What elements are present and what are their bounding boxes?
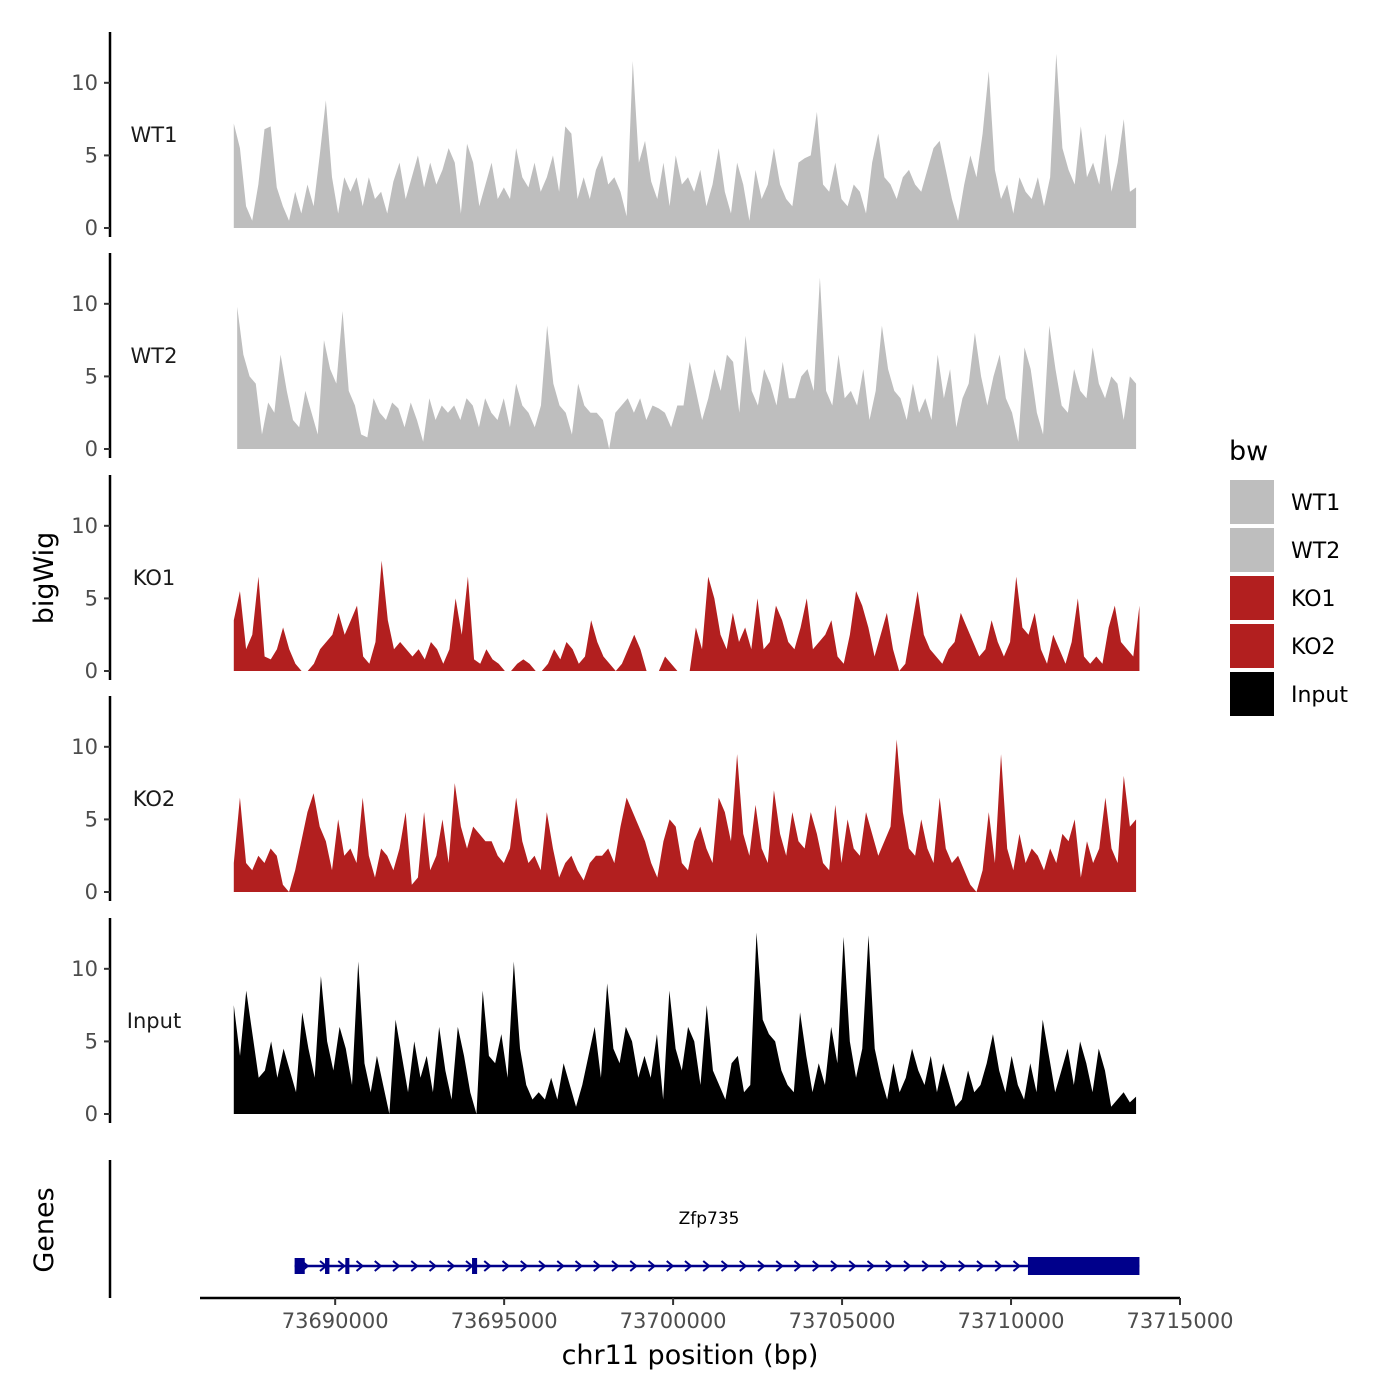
gene-strand-arrow [739, 1260, 748, 1272]
gene-name-label: Zfp735 [679, 1209, 740, 1229]
gene-strand-arrow [593, 1260, 602, 1272]
legend-label-ko1: KO1 [1291, 587, 1336, 612]
y-tick-label-ko1-5: 5 [85, 586, 98, 610]
gene-strand-arrow [410, 1260, 419, 1272]
gene-strand-arrow [374, 1260, 383, 1272]
gene-strand-arrow [1012, 1260, 1022, 1272]
signal-area-ko2 [233, 739, 1137, 892]
legend-label-wt1: WT1 [1291, 491, 1340, 516]
x-tick-label-73715000: 73715000 [1127, 1309, 1234, 1333]
gene-strand-arrow [684, 1260, 693, 1272]
gene-strand-arrow [702, 1260, 711, 1272]
signal-area-input [233, 932, 1137, 1114]
gene-strand-arrow [885, 1260, 894, 1272]
x-axis-title: chr11 position (bp) [562, 1340, 819, 1371]
y-tick-label-ko1-10: 10 [71, 514, 98, 538]
y-tick-label-input-0: 0 [85, 1102, 98, 1126]
y-tick-label-input-5: 5 [85, 1029, 98, 1053]
gene-strand-arrow [903, 1260, 912, 1272]
signal-area-wt1 [233, 53, 1137, 228]
x-tick-label-73690000: 73690000 [282, 1309, 389, 1333]
y-tick-label-wt1-5: 5 [85, 143, 98, 167]
legend-label-ko2: KO2 [1291, 635, 1336, 660]
x-tick-label-73710000: 73710000 [958, 1309, 1065, 1333]
gene-strand-arrow [830, 1260, 839, 1272]
track-label-ko1: KO1 [133, 566, 176, 590]
x-tick-label-73695000: 73695000 [451, 1309, 558, 1333]
gene-strand-arrow [666, 1260, 675, 1272]
y-tick-label-wt1-0: 0 [85, 216, 98, 240]
gene-strand-arrow [793, 1260, 803, 1272]
legend-key-ko1 [1230, 576, 1274, 620]
gene-strand-arrow [428, 1260, 438, 1272]
y-tick-label-wt1-10: 10 [71, 71, 98, 95]
track-label-ko2: KO2 [133, 787, 176, 811]
gene-exon [345, 1258, 350, 1274]
x-tick-label-73700000: 73700000 [620, 1309, 727, 1333]
y-tick-label-input-10: 10 [71, 957, 98, 981]
legend-key-ko2 [1230, 624, 1274, 668]
signal-area-ko1 [233, 560, 1140, 671]
gene-strand-arrow [538, 1260, 547, 1272]
gene-strand-arrow [775, 1260, 784, 1272]
signal-area-wt2 [237, 277, 1137, 449]
gene-strand-arrow [629, 1260, 638, 1272]
legend-key-wt2 [1230, 528, 1274, 572]
gene-strand-arrow [866, 1260, 876, 1272]
gene-strand-arrow [976, 1260, 985, 1272]
gene-strand-arrow [720, 1260, 730, 1272]
gene-strand-arrow [574, 1260, 584, 1272]
legend: bw WT1 WT2 KO1 KO2 Input [1229, 436, 1348, 716]
genes-panel-title: Genes [29, 1187, 60, 1272]
gene-strand-arrow [465, 1260, 474, 1272]
y-tick-label-wt2-5: 5 [85, 364, 98, 388]
track-label-wt1: WT1 [131, 123, 178, 147]
gene-strand-arrow [392, 1260, 401, 1272]
gene-strand-arrow [958, 1260, 967, 1272]
gene-strand-arrow [355, 1260, 365, 1272]
gene-strand-arrow [483, 1260, 492, 1272]
legend-label-wt2: WT2 [1291, 539, 1340, 564]
y-tick-label-ko1-0: 0 [85, 659, 98, 683]
gene-strand-arrow [939, 1260, 949, 1272]
y-axis-title: bigWig [29, 532, 60, 625]
gene-exon [325, 1258, 330, 1274]
y-axes: 0 5 10 0 5 10 0 5 10 0 5 10 0 5 10 [71, 32, 112, 1126]
gene-strand-arrow [520, 1260, 529, 1272]
track-label-input: Input [127, 1009, 181, 1033]
gene-exon [294, 1258, 305, 1274]
x-tick-label-73705000: 73705000 [789, 1309, 896, 1333]
gene-strand-arrow [447, 1260, 456, 1272]
track-labels: WT1 WT2 KO1 KO2 Input [127, 123, 181, 1033]
legend-key-input [1230, 672, 1274, 716]
legend-label-input: Input [1291, 683, 1348, 708]
gene-strand-arrow [921, 1260, 930, 1272]
gene-exon [1027, 1257, 1140, 1275]
gene-strand-arrow [337, 1260, 346, 1272]
y-tick-label-wt2-10: 10 [71, 292, 98, 316]
gene-strand-arrow [556, 1260, 565, 1272]
gene-exon [472, 1258, 478, 1274]
gene-strand-arrow [611, 1260, 620, 1272]
gene-strand-arrow [994, 1260, 1003, 1272]
y-tick-label-ko2-0: 0 [85, 880, 98, 904]
gene-strand-arrow [501, 1260, 511, 1272]
legend-key-wt1 [1230, 480, 1274, 524]
gene-strand-arrow [848, 1260, 857, 1272]
legend-title: bw [1229, 436, 1268, 467]
gene-panel: Zfp735 [108, 1160, 1140, 1298]
gene-strand-arrow [757, 1260, 766, 1272]
track-label-wt2: WT2 [131, 344, 178, 368]
y-tick-label-ko2-5: 5 [85, 807, 98, 831]
y-tick-label-wt2-0: 0 [85, 437, 98, 461]
x-axis: 73690000 73695000 73700000 73705000 73710000… [200, 1296, 1234, 1333]
gene-strand-arrow [647, 1260, 657, 1272]
y-tick-label-ko2-10: 10 [71, 735, 98, 759]
track-areas [233, 53, 1140, 1114]
gene-strand-arrow [812, 1260, 821, 1272]
